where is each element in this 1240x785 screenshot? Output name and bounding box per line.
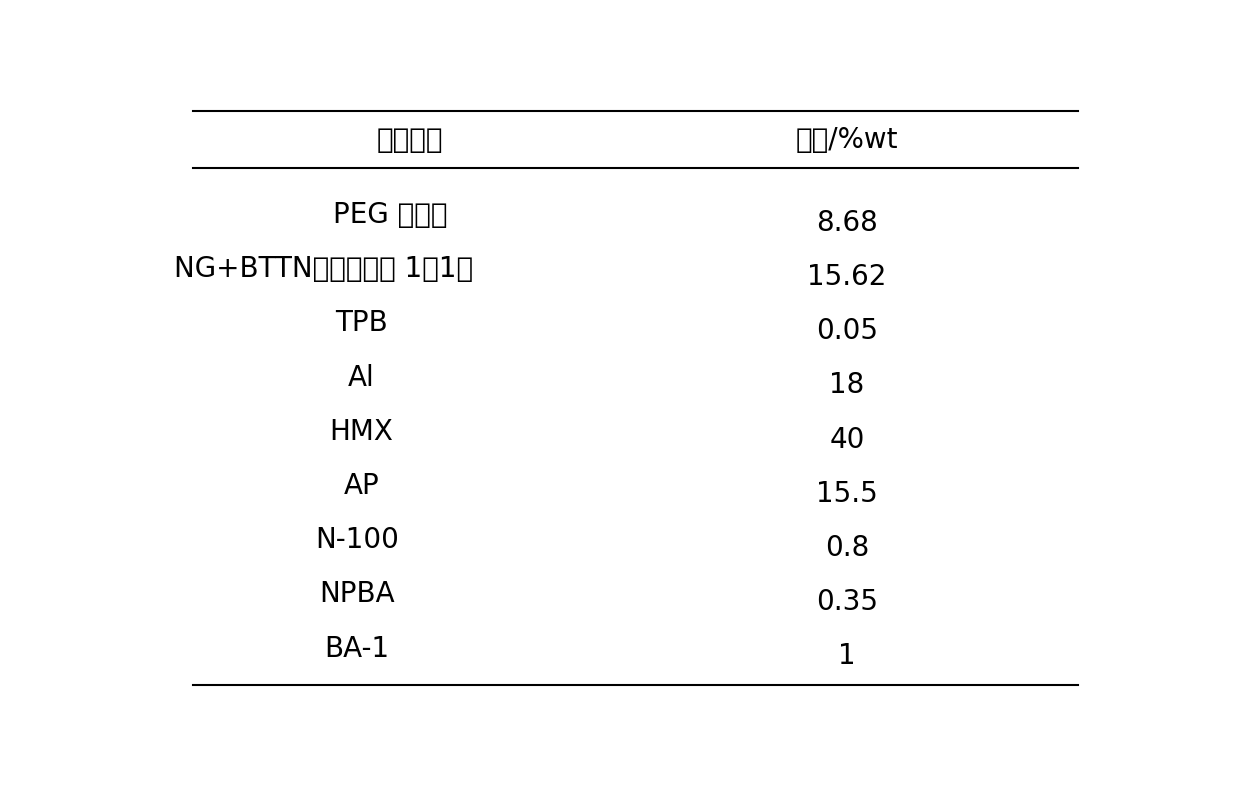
- Text: NG+BTTN（质量比为 1：1）: NG+BTTN（质量比为 1：1）: [174, 255, 472, 283]
- Text: 0.35: 0.35: [816, 588, 878, 616]
- Text: HMX: HMX: [330, 418, 393, 446]
- Text: N-100: N-100: [315, 526, 399, 554]
- Text: 含量/%wt: 含量/%wt: [796, 126, 898, 154]
- Text: 0.05: 0.05: [816, 317, 878, 345]
- Text: 1: 1: [838, 642, 856, 670]
- Text: NPBA: NPBA: [319, 580, 394, 608]
- Text: 40: 40: [830, 425, 864, 454]
- Text: 15.5: 15.5: [816, 480, 878, 508]
- Text: 0.8: 0.8: [825, 534, 869, 562]
- Text: 18: 18: [830, 371, 864, 400]
- Text: AP: AP: [343, 472, 379, 500]
- Text: PEG 粘合剂: PEG 粘合剂: [334, 201, 448, 229]
- Text: BA-1: BA-1: [324, 634, 389, 663]
- Text: TPB: TPB: [335, 309, 388, 338]
- Text: 8.68: 8.68: [816, 209, 878, 237]
- Text: 配方组成: 配方组成: [377, 126, 443, 154]
- Text: Al: Al: [348, 363, 374, 392]
- Text: 15.62: 15.62: [807, 263, 887, 291]
